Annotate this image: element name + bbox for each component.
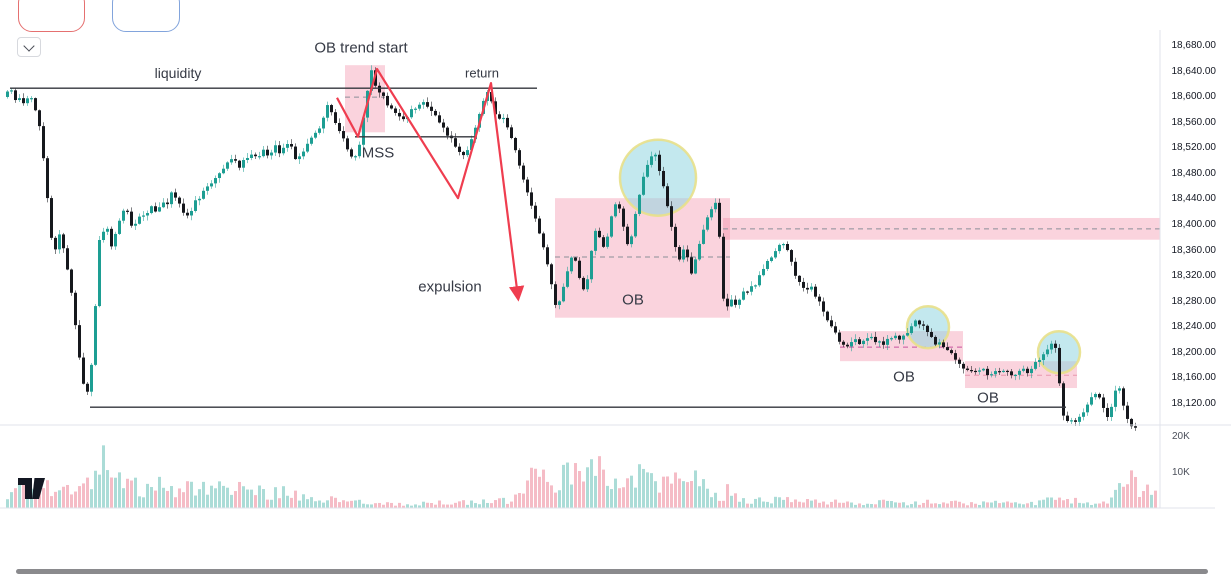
volume-axis: 20K 10K	[1160, 0, 1218, 520]
price-tick-label: 18,680.00	[1171, 40, 1217, 51]
red-zigzag	[336, 67, 525, 302]
highlight-circles	[618, 138, 1082, 375]
price-tick-label: 18,360.00	[1171, 244, 1217, 256]
candles	[6, 65, 1137, 431]
annotation-ob-mid-label: OB	[622, 291, 644, 309]
tradingview-logo-icon[interactable]	[18, 477, 52, 500]
price-tick-label: 18,120.00	[1171, 398, 1217, 409]
price-tick-label: 18,600.00	[1171, 91, 1217, 103]
toolbar-button-blue[interactable]	[112, 0, 180, 32]
annotation-expulsion-label: expulsion	[418, 278, 482, 296]
annotation-ob-3-label: OB	[977, 389, 999, 407]
annotation-liquidity-label: liquidity	[154, 65, 202, 81]
collapse-toolbar-button[interactable]	[17, 37, 41, 57]
price-tick-label: 18,320.00	[1171, 270, 1217, 282]
price-tick-label: 18,520.00	[1171, 142, 1217, 154]
volume-tick-label: 20K	[1172, 431, 1190, 442]
price-tick-label: 18,640.00	[1171, 65, 1217, 77]
bottom-scrollbar[interactable]	[16, 569, 1208, 574]
price-tick-label: 18,200.00	[1171, 346, 1217, 358]
annotation-mss-label: MSS	[361, 144, 395, 162]
pane-dividers	[0, 30, 1231, 509]
price-axis[interactable]: 18,680.00 18,640.00 18,600.00 18,560.00 18,5…	[1160, 0, 1218, 430]
toolbar-button-red[interactable]	[18, 0, 85, 32]
price-tick-label: 18,160.00	[1171, 372, 1217, 384]
chevron-down-icon	[23, 39, 35, 52]
volume-bars	[6, 445, 1157, 508]
price-tick-label: 18,400.00	[1171, 219, 1217, 230]
order-block-zones	[345, 65, 1160, 389]
horizontal-lines	[10, 87, 1066, 408]
price-tick-label: 18,560.00	[1171, 116, 1217, 128]
price-tick-label: 18,480.00	[1171, 167, 1217, 179]
annotation-ob-trend-start-label: OB trend start	[314, 39, 408, 57]
annotation-return-label: return	[465, 65, 499, 81]
annotation-ob-2-label: OB	[893, 368, 915, 386]
price-tick-label: 18,240.00	[1171, 321, 1217, 333]
volume-tick-label: 10K	[1172, 466, 1190, 478]
price-tick-label: 18,440.00	[1171, 193, 1217, 205]
price-tick-label: 18,280.00	[1171, 295, 1217, 307]
